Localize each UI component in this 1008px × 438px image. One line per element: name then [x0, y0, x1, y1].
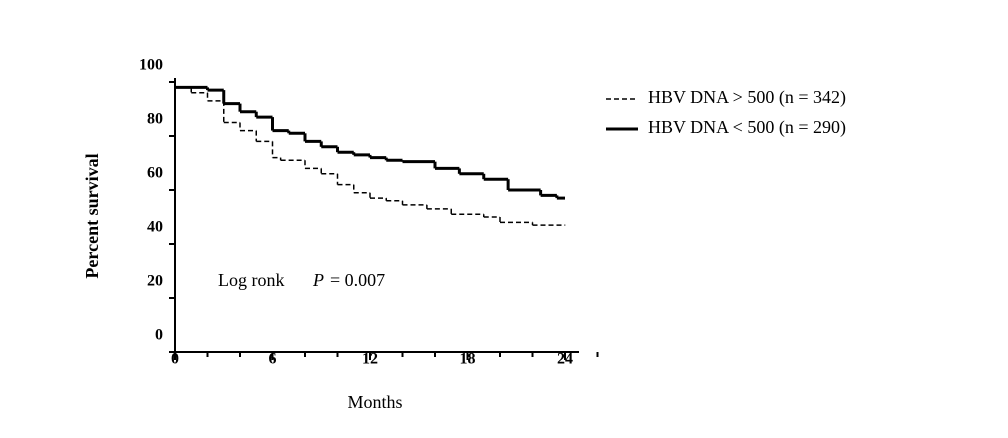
- y-tick-label: 60: [147, 165, 163, 182]
- x-tick-label: 12: [362, 351, 378, 368]
- annotation-p: P: [312, 270, 324, 290]
- annotation: Log ronk: [218, 270, 285, 290]
- x-axis-label: Months: [347, 392, 402, 412]
- legend-label: HBV DNA < 500 (n = 290): [648, 117, 846, 138]
- y-tick-label: 0: [155, 327, 163, 344]
- x-tick-label: 24: [557, 351, 573, 368]
- y-tick-label: 80: [147, 111, 163, 128]
- x-tick-label: 0: [171, 351, 179, 368]
- y-tick-label: 20: [147, 273, 163, 290]
- y-tick-label: 40: [147, 219, 163, 236]
- y-tick-label: 100: [139, 57, 163, 74]
- legend-label: HBV DNA > 500 (n = 342): [648, 87, 846, 108]
- x-tick-label: 18: [460, 351, 476, 368]
- x-tick-label: 6: [269, 351, 277, 368]
- annotation-value: = 0.007: [330, 270, 385, 290]
- y-axis-label: Percent survival: [82, 153, 102, 278]
